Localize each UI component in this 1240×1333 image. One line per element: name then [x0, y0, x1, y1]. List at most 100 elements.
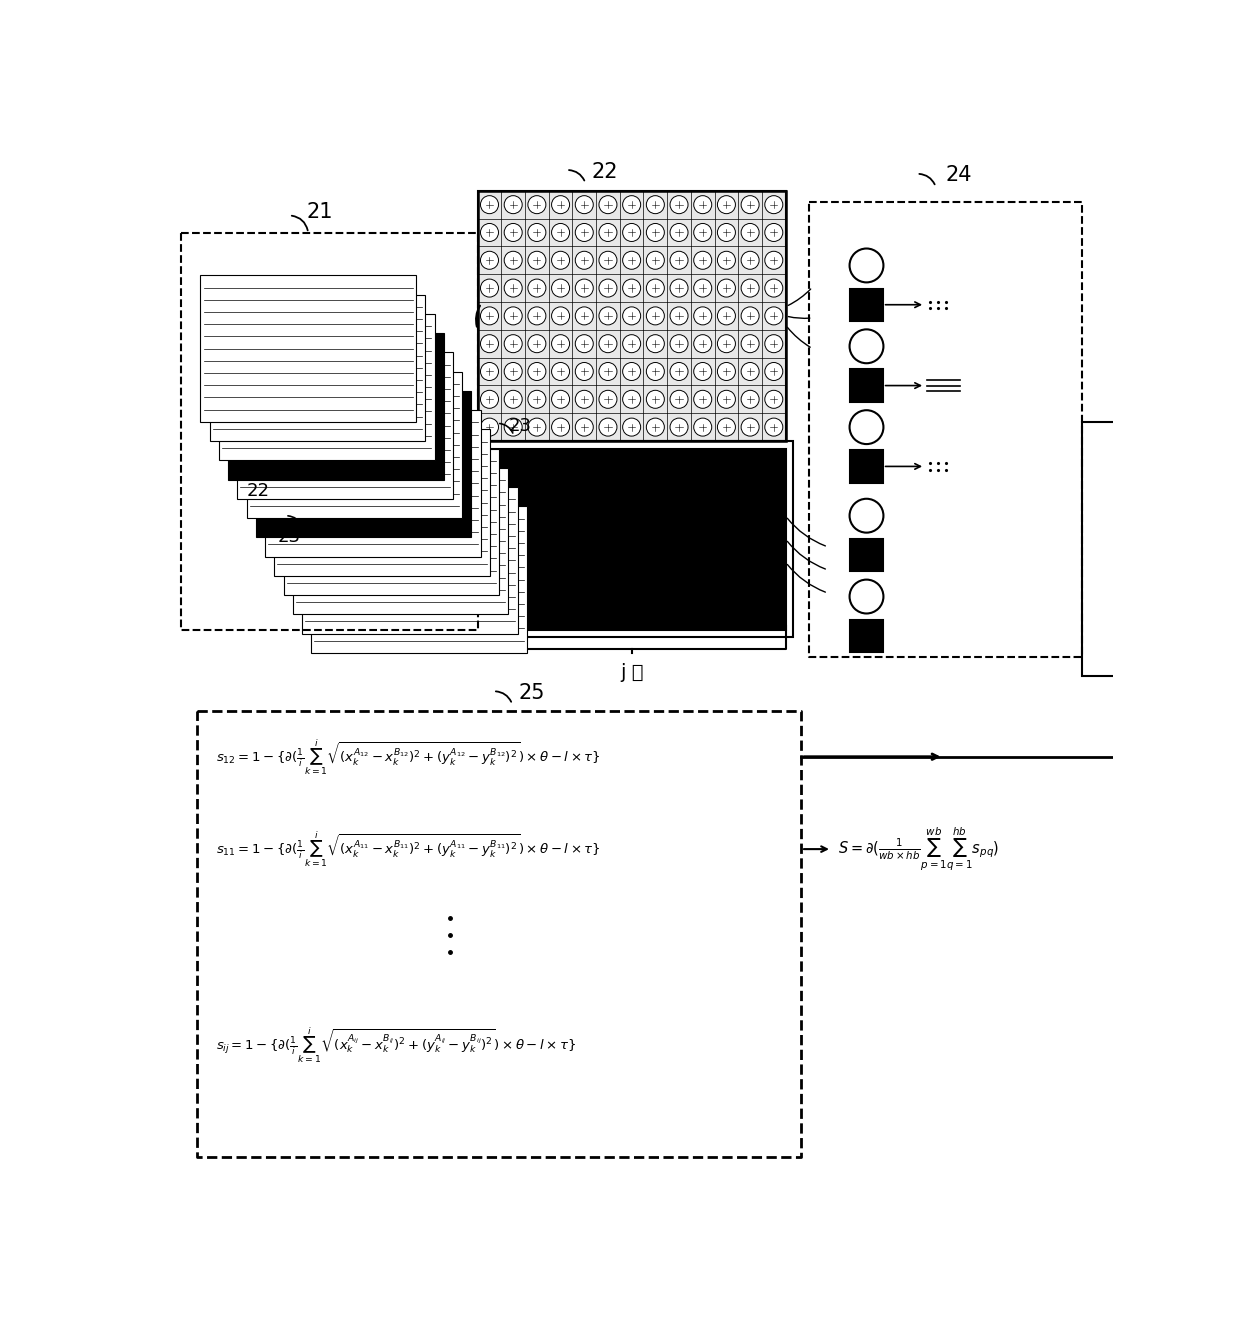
Circle shape — [575, 391, 593, 408]
Circle shape — [599, 335, 618, 353]
Circle shape — [622, 307, 641, 325]
Circle shape — [528, 307, 546, 325]
Circle shape — [505, 279, 522, 297]
Circle shape — [718, 335, 735, 353]
Circle shape — [693, 391, 712, 408]
Circle shape — [599, 252, 618, 269]
Circle shape — [552, 196, 569, 213]
Bar — [201, 276, 417, 421]
Circle shape — [670, 419, 688, 436]
Text: $S = \partial(\frac{1}{wb\times hb}\sum_{p=1}^{wb}\sum_{q=1}^{hb} s_{pq})$: $S = \partial(\frac{1}{wb\times hb}\sum_… — [838, 825, 999, 873]
Bar — [255, 391, 471, 537]
Circle shape — [849, 248, 883, 283]
Circle shape — [528, 419, 546, 436]
Text: $s_{12} = 1-\{\partial(\frac{1}{i}\sum_{k=1}^{i}\sqrt{(x_k^{A_{12}}-x_k^{B_{12}}: $s_{12} = 1-\{\partial(\frac{1}{i}\sum_{… — [216, 737, 600, 777]
Circle shape — [528, 224, 546, 241]
Circle shape — [693, 307, 712, 325]
Circle shape — [622, 252, 641, 269]
Bar — [477, 191, 786, 441]
Circle shape — [670, 335, 688, 353]
Circle shape — [480, 307, 498, 325]
Circle shape — [670, 196, 688, 213]
Circle shape — [599, 307, 618, 325]
Circle shape — [742, 391, 759, 408]
Circle shape — [480, 419, 498, 436]
Circle shape — [505, 363, 522, 380]
Circle shape — [622, 196, 641, 213]
Circle shape — [646, 252, 665, 269]
Circle shape — [622, 391, 641, 408]
Circle shape — [599, 224, 618, 241]
Circle shape — [599, 419, 618, 436]
Circle shape — [622, 279, 641, 297]
Circle shape — [575, 279, 593, 297]
Circle shape — [742, 252, 759, 269]
Circle shape — [480, 252, 498, 269]
Bar — [477, 449, 786, 629]
Text: i 行: i 行 — [435, 632, 459, 651]
Bar — [851, 539, 883, 571]
Circle shape — [670, 252, 688, 269]
Circle shape — [646, 391, 665, 408]
Bar — [851, 451, 883, 483]
Circle shape — [693, 335, 712, 353]
Bar — [311, 507, 527, 653]
Circle shape — [552, 279, 569, 297]
Circle shape — [646, 279, 665, 297]
Circle shape — [622, 224, 641, 241]
Circle shape — [742, 363, 759, 380]
Circle shape — [765, 391, 782, 408]
Bar — [477, 191, 786, 441]
Bar — [237, 352, 453, 499]
Circle shape — [765, 419, 782, 436]
Circle shape — [599, 391, 618, 408]
Circle shape — [742, 419, 759, 436]
Circle shape — [849, 499, 883, 533]
Circle shape — [765, 196, 782, 213]
Circle shape — [575, 252, 593, 269]
Circle shape — [599, 196, 618, 213]
Circle shape — [575, 419, 593, 436]
Text: $s_{11} = 1-\{\partial(\frac{1}{i}\sum_{k=1}^{i}\sqrt{(x_k^{A_{11}}-x_k^{B_{11}}: $s_{11} = 1-\{\partial(\frac{1}{i}\sum_{… — [216, 829, 600, 869]
Circle shape — [552, 363, 569, 380]
Circle shape — [622, 363, 641, 380]
Circle shape — [718, 224, 735, 241]
Circle shape — [528, 335, 546, 353]
Circle shape — [575, 196, 593, 213]
Circle shape — [849, 329, 883, 363]
Circle shape — [622, 419, 641, 436]
Circle shape — [528, 252, 546, 269]
Circle shape — [693, 224, 712, 241]
Circle shape — [670, 224, 688, 241]
Circle shape — [742, 224, 759, 241]
Circle shape — [765, 252, 782, 269]
Bar — [284, 449, 500, 595]
Circle shape — [480, 224, 498, 241]
Circle shape — [505, 391, 522, 408]
Circle shape — [575, 307, 593, 325]
Text: 22: 22 — [247, 483, 270, 500]
Circle shape — [765, 335, 782, 353]
Circle shape — [765, 307, 782, 325]
Circle shape — [599, 279, 618, 297]
Text: 24: 24 — [946, 165, 972, 185]
Circle shape — [528, 279, 546, 297]
Circle shape — [670, 279, 688, 297]
Circle shape — [575, 335, 593, 353]
Text: 23: 23 — [278, 528, 300, 547]
Bar — [851, 288, 883, 321]
Circle shape — [528, 196, 546, 213]
Circle shape — [646, 335, 665, 353]
Circle shape — [742, 196, 759, 213]
Circle shape — [646, 307, 665, 325]
Circle shape — [552, 335, 569, 353]
Circle shape — [693, 363, 712, 380]
Circle shape — [693, 419, 712, 436]
Circle shape — [742, 279, 759, 297]
Circle shape — [552, 224, 569, 241]
Circle shape — [742, 307, 759, 325]
Circle shape — [505, 419, 522, 436]
Text: $s_{ij} = 1-\{\partial(\frac{1}{i}\sum_{k=1}^{i}\sqrt{(x_k^{A_{ij}}-x_k^{B_{ij}}: $s_{ij} = 1-\{\partial(\frac{1}{i}\sum_{… — [216, 1025, 577, 1065]
Circle shape — [505, 224, 522, 241]
Bar — [247, 372, 463, 519]
